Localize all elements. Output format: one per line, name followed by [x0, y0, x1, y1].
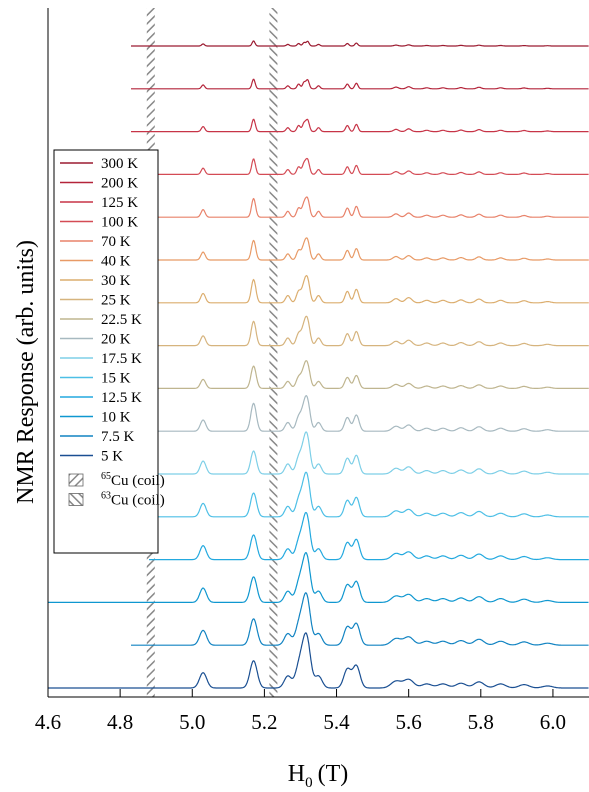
x-axis-ticks: 4.6 4.8 5.0 5.2 5.4 5.6 5.8 6.0 [35, 689, 566, 734]
legend-label: 125 K [101, 195, 138, 211]
x-tick-label: 5.0 [179, 710, 205, 734]
legend-label: 40 K [101, 254, 131, 270]
legend-label: 10 K [101, 410, 131, 426]
x-tick-label: 4.6 [35, 710, 61, 734]
series-line [131, 118, 589, 133]
series-line [149, 431, 589, 475]
x-axis-title-unit: (T) [318, 761, 349, 787]
x-axis-title-symbol: H [288, 761, 305, 787]
legend-label: 22.5 K [101, 312, 142, 328]
legend-label: 5 K [101, 449, 123, 465]
legend-label: 20 K [101, 332, 131, 348]
legend-label: 30 K [101, 273, 131, 289]
x-tick-label: 4.8 [107, 710, 133, 734]
series-line [149, 511, 589, 561]
legend-label: 7.5 K [101, 429, 135, 445]
legend-label: 70 K [101, 234, 131, 250]
legend-isotope-number: 65 [101, 471, 111, 482]
x-tick-label: 5.6 [396, 710, 422, 734]
legend: 300 K 200 K 125 K 100 K 70 K 40 K 30 K 25 K 22.5… [53, 149, 165, 554]
legend-label: 17.5 K [101, 351, 142, 367]
legend-label: 200 K [101, 176, 138, 192]
series-line [131, 592, 589, 646]
x-tick-label: 5.4 [323, 710, 350, 734]
series-line [149, 196, 589, 218]
legend-coil-label: 63Cu (coil) [101, 491, 165, 509]
series-line [131, 157, 589, 175]
series-line [149, 360, 589, 389]
series-line [48, 552, 589, 604]
spectra [48, 40, 589, 689]
y-axis-title: NMR Response (arb. units) [13, 240, 39, 504]
x-tick-label: 5.2 [251, 710, 277, 734]
series-line [48, 632, 589, 689]
x-tick-label: 5.8 [468, 710, 494, 734]
x-axis-title-subscript: 0 [305, 775, 313, 791]
legend-coil-swatch [68, 493, 84, 506]
series-line [149, 471, 589, 518]
series-line [131, 78, 589, 90]
legend-label: 12.5 K [101, 390, 142, 406]
legend-coil-swatch [68, 473, 84, 487]
series-line [149, 237, 589, 261]
legend-label: 15 K [101, 371, 131, 387]
coil-band [269, 8, 278, 697]
legend-coil-text: Cu (coil) [111, 473, 165, 489]
x-axis-title: H0 (T) [288, 761, 349, 791]
legend-label: 100 K [101, 215, 138, 231]
legend-coil-label: 65Cu (coil) [101, 471, 165, 489]
series-line [149, 315, 589, 347]
x-tick-label: 6.0 [540, 710, 566, 734]
legend-isotope-number: 63 [101, 491, 111, 502]
legend-label: 25 K [101, 293, 131, 309]
legend-label: 300 K [101, 156, 138, 172]
series-line [149, 274, 589, 304]
series-line [131, 40, 589, 47]
legend-coil-text: Cu (coil) [111, 493, 165, 509]
series-line [149, 395, 589, 432]
